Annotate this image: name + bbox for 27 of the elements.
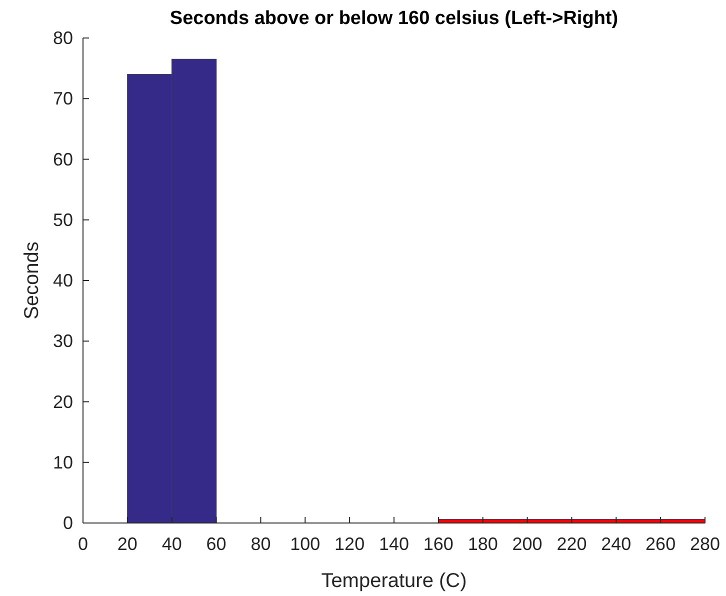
x-tick-label: 280 <box>690 534 720 554</box>
x-tick-label: 180 <box>468 534 498 554</box>
x-tick-label: 160 <box>423 534 454 554</box>
y-tick-label: 70 <box>52 88 73 109</box>
x-axis-title: Temperature (C) <box>321 570 467 592</box>
x-tick-label: 200 <box>512 534 542 554</box>
y-tick-label: 40 <box>52 270 73 290</box>
y-tick-label: 50 <box>52 210 73 230</box>
y-tick-label: 30 <box>52 331 73 352</box>
x-tick-label: 260 <box>646 534 676 554</box>
x-tick-label: 80 <box>250 534 271 554</box>
x-tick-label: 20 <box>117 534 138 554</box>
y-tick-label: 80 <box>52 28 73 48</box>
x-tick-label: 40 <box>162 534 182 554</box>
x-tick-label: 120 <box>334 534 365 554</box>
chart-title: Seconds above or below 160 celsius (Left->Right) <box>170 8 618 29</box>
x-tick-label: 60 <box>206 534 226 554</box>
y-tick-label: 60 <box>52 149 73 170</box>
x-tick-label: 100 <box>290 534 320 554</box>
y-axis-title: Seconds <box>21 242 43 320</box>
y-tick-label: 10 <box>52 452 73 472</box>
x-tick-label: 140 <box>378 534 410 554</box>
x-tick-label: 220 <box>556 534 587 554</box>
x-tick-label: 240 <box>601 534 632 554</box>
x-tick-label: 0 <box>78 534 88 554</box>
y-tick-label: 20 <box>52 392 73 412</box>
y-tick-label: 0 <box>62 513 73 533</box>
